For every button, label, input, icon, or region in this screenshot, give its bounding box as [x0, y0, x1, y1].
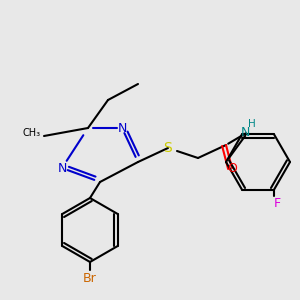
- Text: CH₃: CH₃: [23, 128, 41, 138]
- Text: N: N: [240, 127, 250, 140]
- Text: F: F: [273, 197, 280, 210]
- Text: Br: Br: [83, 272, 97, 284]
- Text: S: S: [164, 141, 172, 155]
- Text: O: O: [227, 161, 237, 175]
- Text: H: H: [248, 119, 256, 129]
- Text: N: N: [117, 122, 127, 134]
- Text: N: N: [57, 161, 67, 175]
